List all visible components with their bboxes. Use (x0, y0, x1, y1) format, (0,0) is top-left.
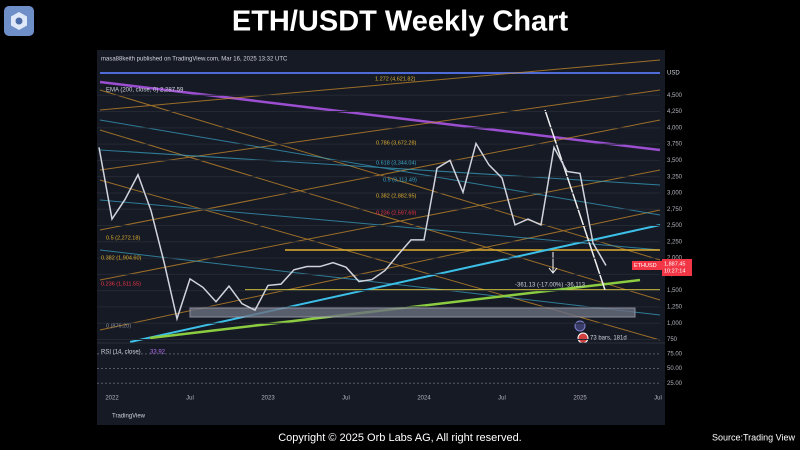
fib-label: 0.786 (3,672.28) (376, 140, 417, 146)
y-tick-label: 2,500 (667, 223, 683, 229)
rsi-tick-label: 25.00 (667, 381, 683, 387)
copyright: Copyright © 2025 Orb Labs AG, All right … (278, 432, 522, 444)
price-line (98, 141, 607, 322)
chart-panel (97, 50, 665, 425)
y-tick-label: 4,250 (667, 109, 683, 115)
source: Source:Trading View (712, 432, 796, 442)
x-tick-label: Jul (498, 396, 506, 402)
y-tick-label: 750 (667, 337, 678, 343)
rsi-tick-label: 75.00 (667, 351, 683, 357)
last-price: 1,887.45 (664, 261, 685, 267)
measure-label: 73 bars, 181d (590, 336, 627, 342)
slide-title: ETH/USDT Weekly Chart (232, 6, 569, 38)
fib-label: 0.5 (2,272.18) (106, 235, 140, 241)
fib-label: 0 (876.20) (106, 323, 131, 329)
y-tick-label: 1,000 (667, 321, 683, 327)
plot: 7501,0001,2501,5001,7502,0002,2502,5002,… (97, 93, 683, 402)
fib-label: 0.618 (3,344.04) (376, 160, 417, 166)
rsi-tick-label: 50.00 (667, 366, 683, 372)
publisher-note: masa88keith published on TradingView.com… (101, 57, 288, 63)
y-tick-label: 2,750 (667, 207, 683, 213)
measure-label: -361.13 (-17.00%) -36,113 (515, 283, 586, 289)
fib-label: 0.382 (2,882.95) (376, 193, 417, 199)
y-tick-label: 1,500 (667, 288, 683, 294)
currency-label: USD (667, 71, 680, 77)
x-tick-label: Jul (654, 396, 662, 402)
fib-label: 0.236 (2,597.69) (376, 210, 417, 216)
x-tick-label: 2025 (573, 396, 587, 402)
indicator-label: EMA (200, close, 0) 2,287.59 (106, 88, 184, 94)
y-tick-label: 3,750 (667, 142, 683, 148)
drawing-layer (99, 59, 661, 344)
y-tick-label: 1,250 (667, 305, 683, 311)
y-tick-label: 4,000 (667, 125, 683, 131)
logo (4, 6, 34, 36)
x-tick-label: 2022 (105, 396, 119, 402)
rsi-label: RSI (14, close) (101, 350, 141, 356)
fib-label: 0.236 (1,511.55) (101, 281, 141, 287)
y-tick-label: 4,500 (667, 93, 683, 99)
x-tick-label: Jul (186, 396, 194, 402)
fib-labels: 1.272 (4,621.82) 0.786 (3,672.28) 0.618 … (101, 76, 417, 329)
rsi-last: 33.92 (150, 350, 166, 356)
y-tick-label: 3,500 (667, 158, 683, 164)
y-tick-label: 3,000 (667, 191, 683, 197)
fib-label: 0.5 (3,113.49) (383, 177, 417, 183)
x-tick-label: 2024 (417, 396, 431, 402)
symbol-tag: ETHUSD (634, 263, 657, 269)
y-tick-label: 3,250 (667, 174, 683, 180)
fib-label: 0.382 (1,904.60) (101, 255, 142, 261)
x-tick-label: 2023 (261, 396, 275, 402)
brand: TradingView (112, 414, 146, 420)
x-tick-label: Jul (342, 396, 350, 402)
y-tick-label: 2,250 (667, 239, 683, 245)
fib-label: 1.272 (4,621.82) (375, 76, 416, 82)
countdown: 10:27:14 (664, 268, 685, 274)
price-tag: ETHUSD 1,887.45 10:27:14 (632, 259, 692, 276)
y-tick-label: 2,000 (667, 256, 683, 262)
